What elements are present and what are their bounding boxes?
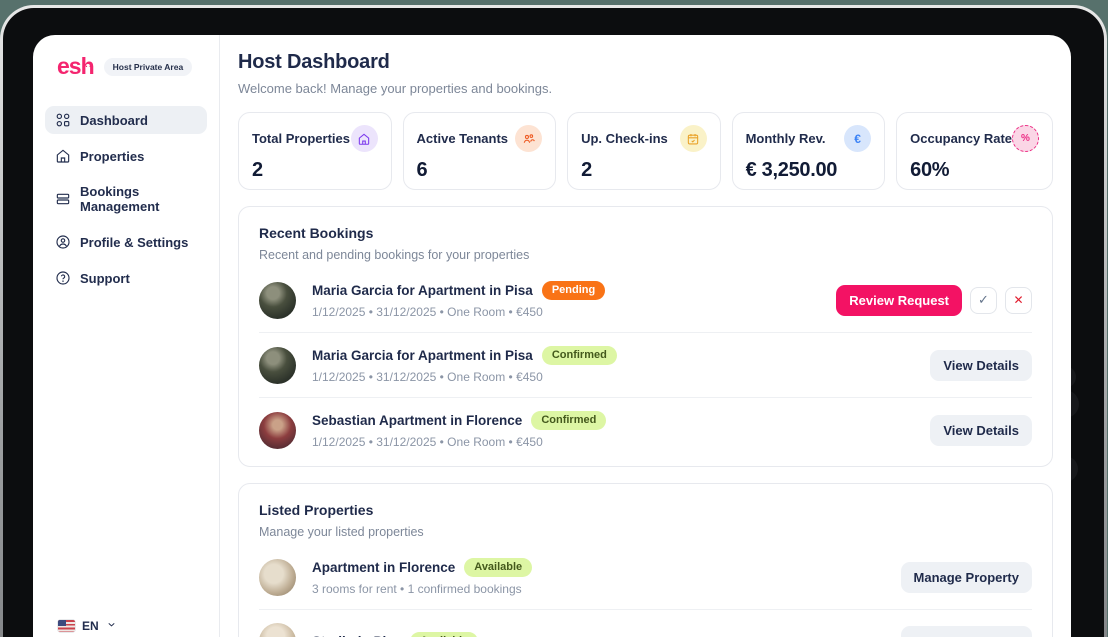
section-title: Recent Bookings [259,225,374,241]
esh-logo: esh ·· [57,53,95,79]
stat-card-active-tenants: Active Tenants 6 [402,112,557,190]
sidebar-item-label: Properties [80,148,145,164]
status-badge: Confirmed [541,346,617,365]
stat-card-total-properties: Total Properties 2 [238,112,392,190]
chevron-down-icon [106,619,117,633]
sidebar-item-support[interactable]: Support [45,264,207,292]
stat-value: 2 [252,159,263,181]
check-icon: ✓ [978,292,989,307]
listed-properties-card: Listed Properties Manage your listed pro… [238,483,1053,637]
guest-avatar [259,346,296,384]
stat-value: € 3,250.00 [745,159,838,181]
booking-details: 1/12/2025 • 31/12/2025 • One Room • €450 [312,370,543,384]
booking-title: Maria Garcia for Apartment in Pisa [312,348,533,363]
section-subtitle: Recent and pending bookings for your pro… [259,248,530,262]
page-title: Host Dashboard [238,51,390,73]
sidebar-item-profile-settings[interactable]: Profile & Settings [45,228,207,256]
bookings-icon [56,193,70,205]
sidebar-header: esh ·· Host Private Area [45,53,207,80]
sidebar-item-label: Dashboard [80,112,148,128]
property-thumbnail [259,558,296,596]
stat-value: 60% [910,159,950,181]
euro-icon: € [844,125,872,152]
guest-avatar [259,411,296,449]
sidebar-item-bookings-management[interactable]: Bookings Management [45,178,207,220]
page-subtitle: Welcome back! Manage your properties and… [238,81,553,96]
sidebar-nav: Dashboard Properties Bookings Management… [45,106,207,292]
sidebar-item-label: Support [80,270,130,286]
booking-row: Sebastian Apartment in Florence Confirme… [259,397,1032,462]
sidebar-item-label: Bookings Management [80,184,160,214]
stat-label: Up. Check-ins [581,131,668,146]
property-details: 3 rooms for rent • 1 confirmed bookings [312,582,522,596]
property-row: Apartment in Florence Available 3 rooms … [259,545,1032,609]
booking-details: 1/12/2025 • 31/12/2025 • One Room • €450 [312,305,543,319]
stat-label: Total Properties [252,131,351,146]
approve-button[interactable]: ✓ [970,286,997,314]
close-icon: ✕ [1013,293,1024,307]
guest-avatar [259,281,296,319]
sidebar-item-properties[interactable]: Properties [45,142,207,170]
property-title: Studio in Pisa [312,634,401,637]
booking-row: Maria Garcia for Apartment in Pisa Confi… [259,332,1032,397]
calendar-icon [679,125,707,152]
status-badge: Available [464,558,533,577]
stat-value: 2 [581,159,592,181]
language-code: EN [82,619,99,633]
status-badge: Confirmed [531,411,607,430]
booking-row: Maria Garcia for Apartment in Pisa Pendi… [259,268,1032,332]
language-selector[interactable]: EN [58,619,117,633]
manage-property-button[interactable]: Manage Property [900,626,1032,637]
stats-row: Total Properties 2 Active Tenants 6 [238,112,1053,190]
support-icon [56,271,70,285]
property-title: Apartment in Florence [312,560,456,575]
reject-button[interactable]: ✕ [1005,286,1032,314]
section-title: Listed Properties [259,502,374,518]
tenants-icon [515,125,543,152]
home-icon [350,125,378,152]
sidebar-item-dashboard[interactable]: Dashboard [45,106,207,134]
stat-card-upcoming-checkins: Up. Check-ins 2 [567,112,721,190]
recent-bookings-card: Recent Bookings Recent and pending booki… [238,206,1053,467]
sidebar-item-label: Profile & Settings [80,234,189,250]
stat-label: Active Tenants [416,131,509,146]
percent-badge-icon: % [1012,125,1039,152]
profile-icon [56,235,70,249]
stat-label: Occupancy Rate [910,131,1012,146]
status-badge: Available [410,632,479,637]
app-screen: esh ·· Host Private Area Dashboard Proper… [33,35,1071,637]
booking-details: 1/12/2025 • 31/12/2025 • One Room • €450 [312,435,543,449]
view-details-button[interactable]: View Details [930,414,1032,446]
dashboard-icon [56,113,70,127]
review-request-button[interactable]: Review Request [836,284,962,316]
section-subtitle: Manage your listed properties [259,525,424,539]
view-details-button[interactable]: View Details [930,349,1032,381]
logo-face-dots: ·· [85,62,93,71]
property-row: Studio in Pisa Available Manage Property [259,609,1032,637]
us-flag-icon [58,620,75,632]
property-thumbnail [259,623,296,637]
area-badge: Host Private Area [103,57,193,76]
booking-title: Sebastian Apartment in Florence [312,413,523,428]
stat-card-monthly-revenue: Monthly Rev. € € 3,250.00 [731,112,886,190]
status-badge: Pending [541,281,606,300]
home-icon [56,149,70,163]
stat-card-occupancy-rate: Occupancy Rate % 60% [896,112,1053,190]
main-content: Host Dashboard Welcome back! Manage your… [220,35,1071,637]
stat-value: 6 [416,159,428,181]
sidebar: esh ·· Host Private Area Dashboard Proper… [33,35,220,637]
manage-property-button[interactable]: Manage Property [900,561,1032,593]
booking-title: Maria Garcia for Apartment in Pisa [312,283,533,298]
stat-label: Monthly Rev. [745,131,826,146]
